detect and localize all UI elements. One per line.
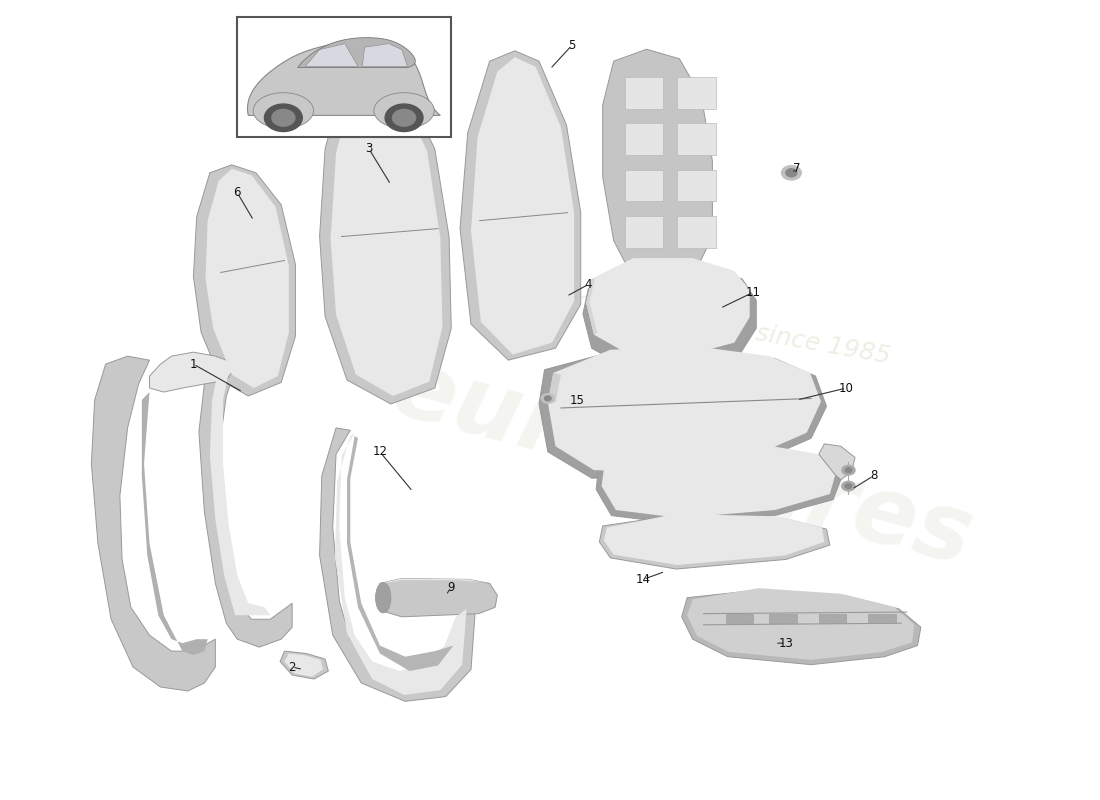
- Circle shape: [845, 484, 851, 489]
- Polygon shape: [678, 77, 716, 109]
- Text: 13: 13: [779, 637, 793, 650]
- Polygon shape: [91, 356, 216, 691]
- Polygon shape: [320, 79, 451, 404]
- Text: 7: 7: [793, 162, 801, 175]
- Polygon shape: [280, 651, 329, 679]
- Polygon shape: [206, 169, 289, 388]
- Circle shape: [385, 104, 424, 131]
- Polygon shape: [331, 87, 442, 396]
- Circle shape: [842, 482, 855, 491]
- Text: 5: 5: [569, 38, 575, 52]
- Circle shape: [393, 110, 416, 126]
- Circle shape: [264, 104, 303, 131]
- Text: 15: 15: [570, 394, 585, 406]
- Polygon shape: [150, 352, 238, 392]
- Polygon shape: [596, 446, 840, 523]
- Polygon shape: [583, 266, 757, 370]
- Text: 12: 12: [373, 446, 387, 458]
- Polygon shape: [320, 428, 475, 702]
- Circle shape: [845, 468, 851, 473]
- Text: 4: 4: [585, 278, 592, 291]
- Polygon shape: [199, 364, 293, 647]
- Polygon shape: [539, 348, 826, 478]
- Polygon shape: [602, 444, 835, 518]
- Circle shape: [541, 394, 554, 403]
- Polygon shape: [818, 444, 855, 480]
- Polygon shape: [769, 614, 796, 623]
- Text: 10: 10: [839, 382, 854, 394]
- Circle shape: [785, 169, 796, 177]
- Polygon shape: [625, 216, 663, 248]
- Text: eurospares: eurospares: [382, 342, 982, 586]
- Polygon shape: [678, 170, 716, 202]
- Polygon shape: [682, 590, 921, 665]
- Text: 8: 8: [870, 470, 878, 482]
- Polygon shape: [142, 392, 208, 655]
- Text: 6: 6: [233, 186, 241, 199]
- Polygon shape: [600, 515, 829, 569]
- Ellipse shape: [253, 93, 313, 129]
- Polygon shape: [194, 165, 296, 396]
- Polygon shape: [678, 216, 716, 248]
- Polygon shape: [548, 373, 561, 402]
- Polygon shape: [460, 51, 581, 360]
- Polygon shape: [603, 50, 713, 285]
- Polygon shape: [248, 39, 440, 115]
- Text: a passion for marques since 1985: a passion for marques since 1985: [471, 272, 892, 369]
- Polygon shape: [334, 434, 466, 695]
- Circle shape: [272, 110, 295, 126]
- Polygon shape: [346, 436, 453, 671]
- Polygon shape: [285, 654, 323, 677]
- Text: 3: 3: [365, 142, 373, 155]
- Polygon shape: [625, 123, 663, 155]
- Text: 9: 9: [448, 581, 455, 594]
- Polygon shape: [298, 38, 416, 67]
- Text: 11: 11: [746, 286, 760, 299]
- Polygon shape: [471, 57, 574, 354]
- Polygon shape: [726, 614, 754, 623]
- Polygon shape: [688, 588, 914, 660]
- Polygon shape: [306, 44, 358, 66]
- Polygon shape: [548, 346, 821, 472]
- Polygon shape: [625, 170, 663, 202]
- Text: 14: 14: [636, 573, 651, 586]
- Text: 2: 2: [288, 661, 296, 674]
- Polygon shape: [818, 614, 846, 623]
- Text: 1: 1: [189, 358, 197, 370]
- Circle shape: [842, 466, 855, 475]
- FancyBboxPatch shape: [238, 18, 451, 137]
- Polygon shape: [586, 279, 597, 334]
- Ellipse shape: [374, 93, 434, 129]
- Polygon shape: [376, 578, 497, 617]
- Polygon shape: [210, 368, 271, 615]
- Polygon shape: [868, 614, 895, 623]
- Ellipse shape: [375, 582, 390, 613]
- Polygon shape: [678, 123, 716, 155]
- Polygon shape: [625, 77, 663, 109]
- Polygon shape: [586, 258, 750, 355]
- Circle shape: [544, 396, 551, 401]
- Circle shape: [781, 166, 801, 180]
- Polygon shape: [379, 578, 490, 583]
- Polygon shape: [629, 277, 676, 312]
- Polygon shape: [604, 514, 824, 565]
- Polygon shape: [362, 44, 407, 66]
